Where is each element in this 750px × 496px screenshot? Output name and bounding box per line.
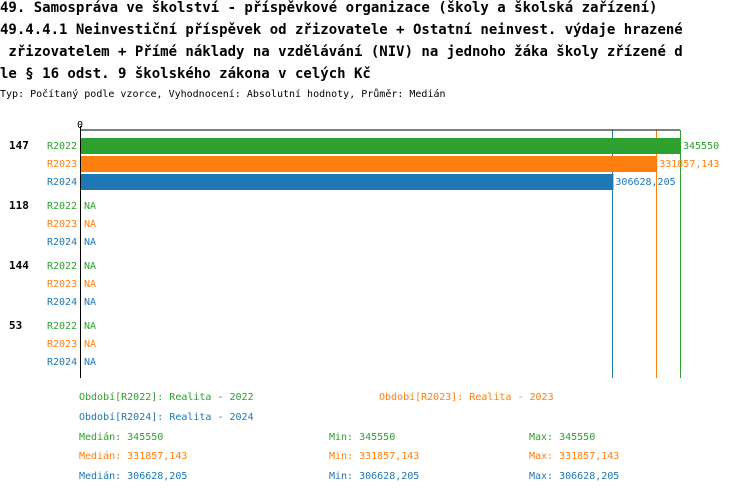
legend-r2023: Období[R2023]: Realita - 2023 [379,392,554,403]
chart-title-line-4: le § 16 odst. 9 školského zákona v celýc… [0,66,371,82]
data-label: 345550 [683,141,719,152]
chart-title-line-3: zřizovatelem + Přímé náklady na vzdělává… [0,44,683,60]
series-label: R2024 [47,177,77,188]
data-label-na: NA [84,219,96,230]
stat-max-r2022: Max: 345550 [529,432,596,443]
series-label: R2023 [47,279,77,290]
bar-r2024 [81,174,614,190]
data-label: 306628,205 [615,177,675,188]
bar-r2022 [81,138,681,154]
stat-median-r2022: Medián: 345550 [79,432,164,443]
data-label-na: NA [84,321,96,332]
category-label: 147 [9,139,29,152]
bar-chart: 0 147 R2022 345550 R2023 331857,143 R2024 30662… [9,120,719,378]
series-label: R2022 [47,141,77,152]
category-label: 53 [9,319,22,332]
data-label-na: NA [84,357,96,368]
data-label-na: NA [84,261,96,272]
series-label: R2023 [47,219,77,230]
data-label-na: NA [84,279,96,290]
series-label: R2022 [47,321,77,332]
series-label: R2022 [47,261,77,272]
stat-min-r2023: Min: 331857,143 [329,451,420,462]
stat-median-r2023: Medián: 331857,143 [79,451,188,462]
category-label: 144 [9,259,29,272]
legend-r2024: Období[R2024]: Realita - 2024 [79,412,254,423]
chart-subtitle: Typ: Počítaný podle vzorce, Vyhodnocení:… [0,89,446,100]
series-label: R2023 [47,339,77,350]
data-label-na: NA [84,339,96,350]
series-label: R2023 [47,159,77,170]
series-label: R2024 [47,357,77,368]
data-label-na: NA [84,297,96,308]
bar-r2023 [81,156,658,172]
legend-r2022: Období[R2022]: Realita - 2022 [79,392,254,403]
series-label: R2022 [47,201,77,212]
data-label: 331857,143 [659,159,719,170]
stat-max-r2023: Max: 331857,143 [529,451,620,462]
series-label: R2024 [47,297,77,308]
data-label-na: NA [84,201,96,212]
stat-min-r2024: Min: 306628,205 [329,471,420,482]
stat-median-r2024: Medián: 306628,205 [79,471,188,482]
chart-title-line-1: 49. Samospráva ve školství - příspěvkové… [0,0,658,16]
category-label: 118 [9,199,29,212]
data-label-na: NA [84,237,96,248]
stat-min-r2022: Min: 345550 [329,432,396,443]
chart-title-line-2: 49.4.4.1 Neinvestiční příspěvek od zřizo… [0,22,683,38]
stat-max-r2024: Max: 306628,205 [529,471,620,482]
series-label: R2024 [47,237,77,248]
x-tick-label: 0 [77,120,83,131]
